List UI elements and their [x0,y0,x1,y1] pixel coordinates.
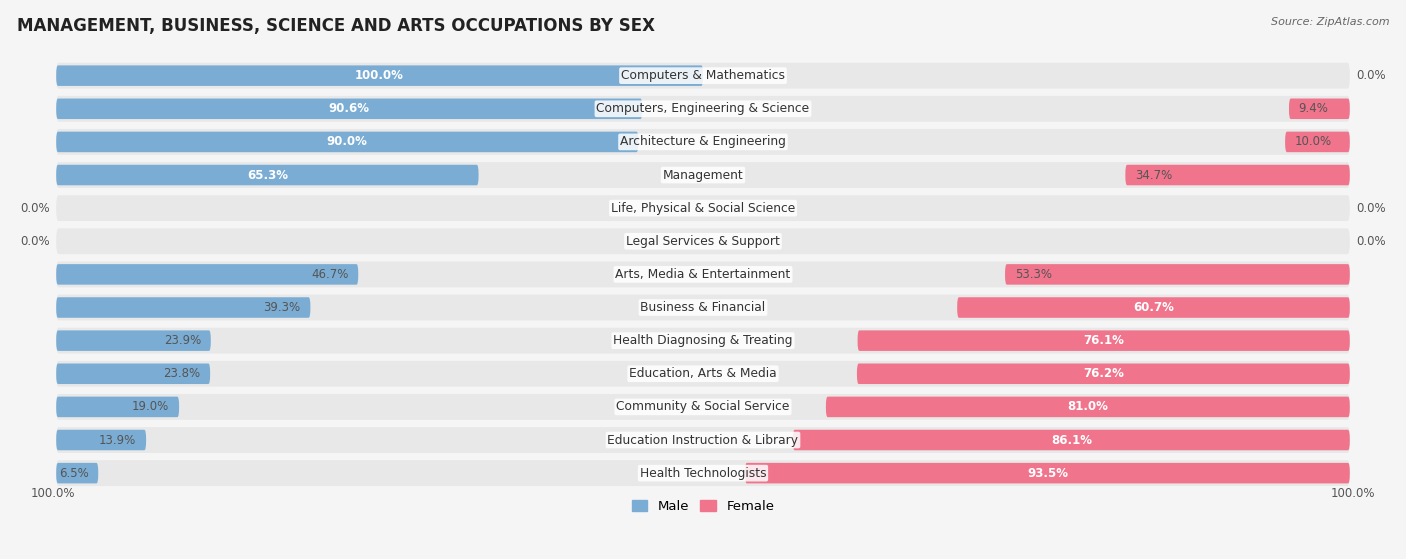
Text: 86.1%: 86.1% [1050,434,1092,447]
FancyBboxPatch shape [856,363,1350,384]
Text: 0.0%: 0.0% [1357,235,1386,248]
Text: 76.2%: 76.2% [1083,367,1123,380]
Text: 60.7%: 60.7% [1133,301,1174,314]
Text: 6.5%: 6.5% [59,467,89,480]
Text: 81.0%: 81.0% [1067,400,1108,414]
Text: 0.0%: 0.0% [1357,69,1386,82]
Text: 93.5%: 93.5% [1026,467,1069,480]
FancyBboxPatch shape [1125,165,1350,185]
Text: 53.3%: 53.3% [1015,268,1052,281]
FancyBboxPatch shape [56,397,179,417]
Text: MANAGEMENT, BUSINESS, SCIENCE AND ARTS OCCUPATIONS BY SEX: MANAGEMENT, BUSINESS, SCIENCE AND ARTS O… [17,17,655,35]
FancyBboxPatch shape [1005,264,1350,285]
FancyBboxPatch shape [56,363,209,384]
Text: 23.9%: 23.9% [165,334,201,347]
Text: 0.0%: 0.0% [1357,202,1386,215]
Text: 23.8%: 23.8% [163,367,201,380]
FancyBboxPatch shape [56,295,1350,320]
Text: 46.7%: 46.7% [311,268,349,281]
Text: 76.1%: 76.1% [1083,334,1125,347]
FancyBboxPatch shape [745,463,1350,484]
FancyBboxPatch shape [56,330,211,351]
FancyBboxPatch shape [56,430,146,451]
FancyBboxPatch shape [56,162,1350,188]
Text: 10.0%: 10.0% [1295,135,1331,148]
FancyBboxPatch shape [56,264,359,285]
FancyBboxPatch shape [825,397,1350,417]
Text: 0.0%: 0.0% [20,202,49,215]
Text: 0.0%: 0.0% [20,235,49,248]
Text: Health Diagnosing & Treating: Health Diagnosing & Treating [613,334,793,347]
Text: Health Technologists: Health Technologists [640,467,766,480]
FancyBboxPatch shape [56,98,643,119]
Text: 19.0%: 19.0% [132,400,169,414]
Text: 34.7%: 34.7% [1135,168,1173,182]
FancyBboxPatch shape [858,330,1350,351]
FancyBboxPatch shape [56,460,1350,486]
Text: Architecture & Engineering: Architecture & Engineering [620,135,786,148]
FancyBboxPatch shape [56,262,1350,287]
Text: 65.3%: 65.3% [247,168,288,182]
FancyBboxPatch shape [56,129,1350,155]
FancyBboxPatch shape [56,229,1350,254]
Text: Computers, Engineering & Science: Computers, Engineering & Science [596,102,810,115]
FancyBboxPatch shape [793,430,1350,451]
Text: 90.0%: 90.0% [326,135,368,148]
FancyBboxPatch shape [56,361,1350,387]
FancyBboxPatch shape [56,195,1350,221]
FancyBboxPatch shape [56,328,1350,353]
Text: Computers & Mathematics: Computers & Mathematics [621,69,785,82]
Text: 90.6%: 90.6% [329,102,370,115]
Text: 39.3%: 39.3% [263,301,301,314]
FancyBboxPatch shape [56,63,1350,88]
FancyBboxPatch shape [56,297,311,318]
Text: 9.4%: 9.4% [1299,102,1329,115]
Text: Business & Financial: Business & Financial [641,301,765,314]
Text: 100.0%: 100.0% [31,487,75,500]
Text: 13.9%: 13.9% [100,434,136,447]
Text: Source: ZipAtlas.com: Source: ZipAtlas.com [1271,17,1389,27]
Text: Life, Physical & Social Science: Life, Physical & Social Science [610,202,796,215]
FancyBboxPatch shape [56,65,703,86]
Text: Community & Social Service: Community & Social Service [616,400,790,414]
FancyBboxPatch shape [56,427,1350,453]
Text: Management: Management [662,168,744,182]
FancyBboxPatch shape [56,394,1350,420]
FancyBboxPatch shape [56,131,638,152]
FancyBboxPatch shape [56,463,98,484]
Text: 100.0%: 100.0% [356,69,404,82]
FancyBboxPatch shape [957,297,1350,318]
FancyBboxPatch shape [56,96,1350,122]
Text: Education Instruction & Library: Education Instruction & Library [607,434,799,447]
Text: 100.0%: 100.0% [1331,487,1375,500]
FancyBboxPatch shape [56,165,478,185]
FancyBboxPatch shape [1289,98,1350,119]
FancyBboxPatch shape [1285,131,1350,152]
Legend: Male, Female: Male, Female [627,496,779,517]
Text: Arts, Media & Entertainment: Arts, Media & Entertainment [616,268,790,281]
Text: Legal Services & Support: Legal Services & Support [626,235,780,248]
Text: Education, Arts & Media: Education, Arts & Media [630,367,776,380]
